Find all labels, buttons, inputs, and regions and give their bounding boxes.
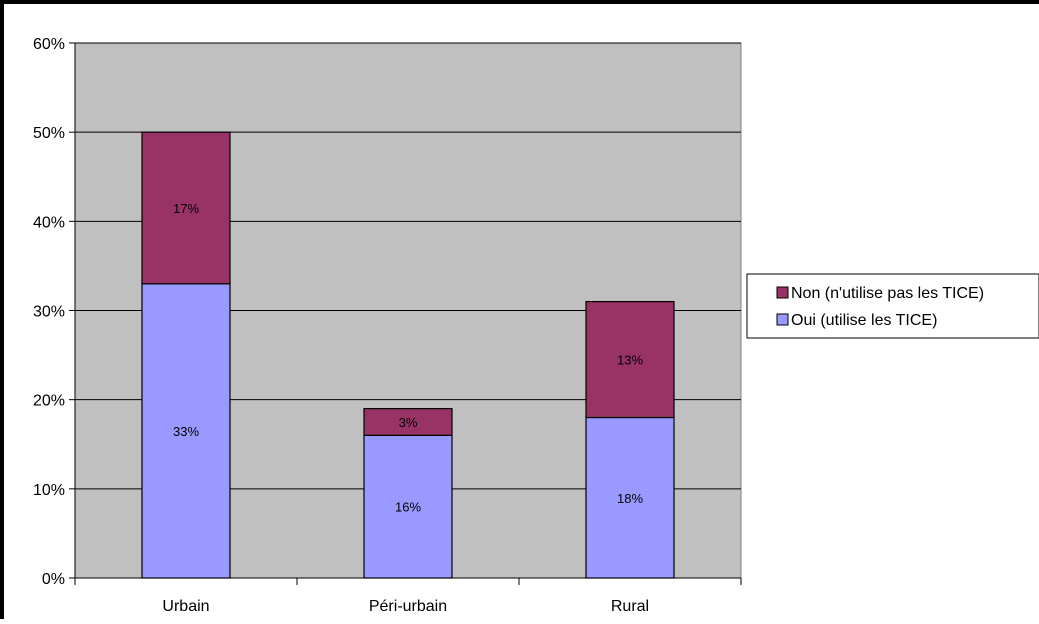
legend-swatch-non: [776, 286, 789, 299]
bar-non-2: [585, 300, 675, 419]
legend-swatch-oui: [776, 313, 789, 326]
bar-oui-1: [363, 434, 453, 579]
y-tick-label: 10%: [33, 482, 65, 499]
frame-border-left: [0, 0, 4, 619]
legend-box: [746, 273, 1039, 339]
y-tick-label: 40%: [33, 214, 65, 231]
data-label: 33%: [173, 424, 199, 439]
x-category-label: Urbain: [162, 598, 209, 615]
data-label: 16%: [395, 500, 421, 515]
y-tick-label: 0%: [42, 571, 65, 588]
y-tick-label: 30%: [33, 304, 65, 321]
data-label: 3%: [399, 415, 418, 430]
bar-oui-0: [141, 283, 231, 579]
bar-non-1: [363, 407, 453, 436]
data-label: 13%: [617, 353, 643, 368]
y-tick-label: 20%: [33, 393, 65, 410]
y-tick-label: 60%: [33, 36, 65, 53]
x-category-label: Rural: [611, 598, 649, 615]
bar-oui-2: [585, 416, 675, 579]
data-label: 17%: [173, 201, 199, 216]
bar-non-0: [141, 131, 231, 285]
legend-label: Non (n'utilise pas les TICE): [791, 285, 984, 302]
data-label: 18%: [617, 491, 643, 506]
y-tick-label: 50%: [33, 125, 65, 142]
legend-label: Oui (utilise les TICE): [791, 312, 937, 329]
x-category-label: Péri-urbain: [369, 598, 447, 615]
frame-border-top: [0, 0, 1039, 4]
